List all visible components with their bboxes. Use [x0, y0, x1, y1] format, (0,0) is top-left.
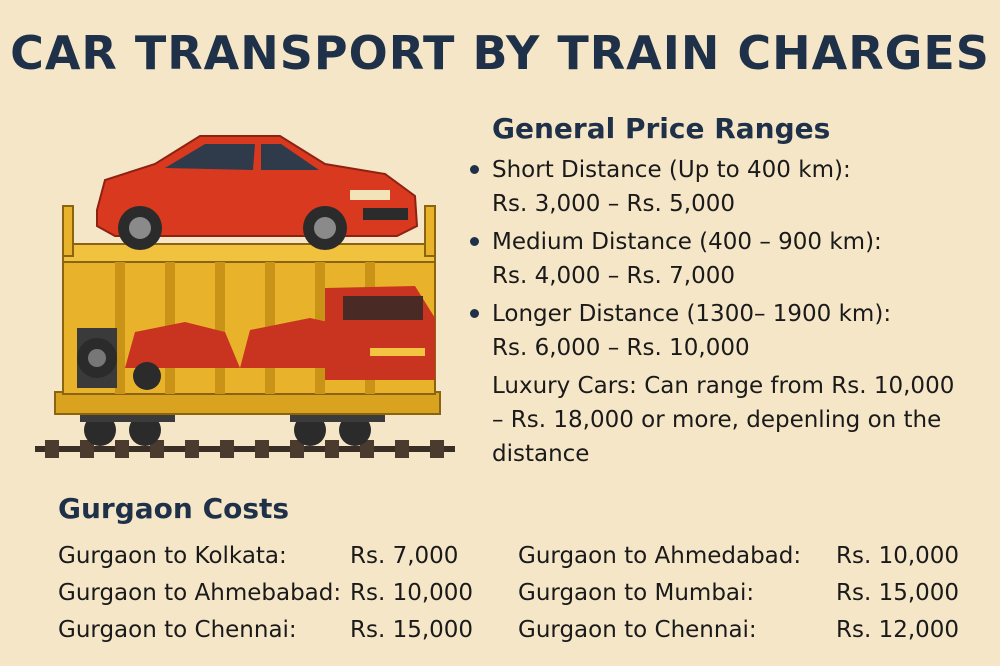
price-label: Longer Distance (1300– 1900 km): — [492, 301, 892, 327]
price-label: Medium Distance (400 – 900 km): — [492, 229, 882, 255]
price-range: Rs. 3,000 – Rs. 5,000 — [492, 191, 735, 217]
price-item-short: Short Distance (Up to 400 km): Rs. 3,000… — [470, 153, 990, 221]
bullet-icon — [470, 309, 479, 318]
cost-route: Gurgaon to Ahmebabad: — [58, 580, 342, 606]
cost-route: Gurgaon to Ahmedabad: — [518, 543, 802, 569]
cost-price: Rs. 10,000 — [350, 580, 474, 606]
general-price-heading: General Price Ranges — [492, 112, 831, 145]
price-label: Short Distance (Up to 400 km): — [492, 157, 851, 183]
wagon-deck — [54, 391, 441, 415]
cost-price: Rs. 7,000 — [350, 543, 459, 569]
price-range: Rs. 6,000 – Rs. 10,000 — [492, 335, 750, 361]
price-item-medium: Medium Distance (400 – 900 km): Rs. 4,00… — [470, 225, 990, 293]
cost-price: Rs. 12,000 — [836, 617, 960, 643]
cost-route: Gurgaon to Chennai: — [518, 617, 757, 643]
luxury-cars-note: Luxury Cars: Can range from Rs. 10,000 –… — [470, 369, 972, 471]
railway-track — [35, 440, 455, 458]
cost-price: Rs. 10,000 — [836, 543, 960, 569]
lower-deck-cars — [77, 286, 435, 390]
cost-price: Rs. 15,000 — [836, 580, 960, 606]
gurgaon-costs-heading: Gurgaon Costs — [58, 492, 290, 525]
car-carrier-wagon-illustration — [35, 135, 455, 458]
price-item-longer: Longer Distance (1300– 1900 km): Rs. 6,0… — [470, 297, 990, 365]
bullet-icon — [470, 237, 479, 246]
price-range: Rs. 4,000 – Rs. 7,000 — [492, 263, 735, 289]
luxury-cars-text: Luxury Cars: Can range from Rs. 10,000 –… — [492, 373, 955, 467]
cost-route: Gurgaon to Mumbai: — [518, 580, 755, 606]
bullet-icon — [470, 165, 479, 174]
page-title: CAR TRANSPORT BY TRAIN CHARGES — [10, 26, 990, 80]
gurgaon-costs: Gurgaon Costs Gurgaon to Kolkata: Rs. 7,… — [58, 492, 978, 643]
red-sedan-car — [96, 135, 419, 250]
general-price-ranges: General Price Ranges Short Distance (Up … — [470, 112, 990, 471]
wagon-wheels — [80, 412, 385, 446]
cost-price: Rs. 15,000 — [350, 617, 474, 643]
cost-route: Gurgaon to Chennai: — [58, 617, 297, 643]
cost-route: Gurgaon to Kolkata: — [58, 543, 287, 569]
